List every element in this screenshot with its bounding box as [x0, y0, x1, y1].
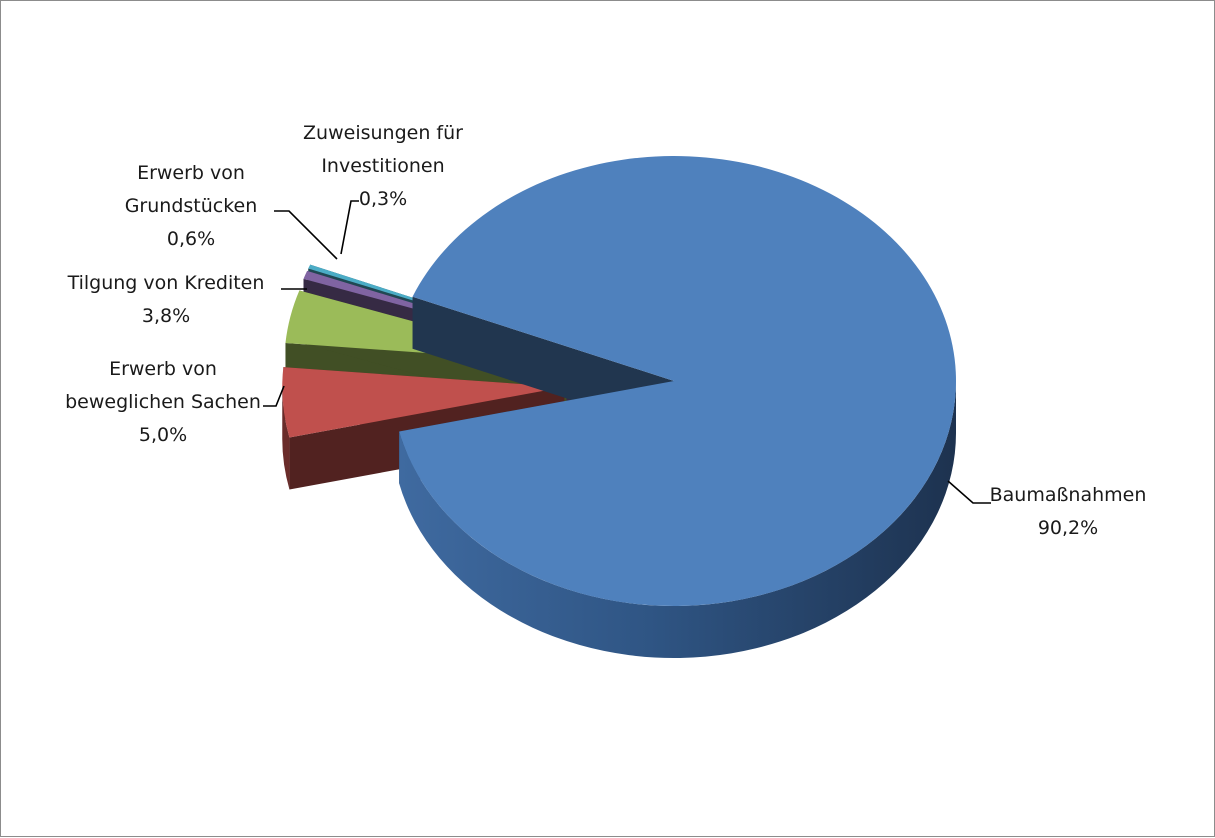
- slice-name-label-3: Grundstücken: [125, 195, 258, 217]
- slice-value-label-2: 3,8%: [142, 305, 190, 327]
- leader-line-3: [274, 210, 338, 260]
- slice-value-label-4: 0,3%: [359, 188, 407, 210]
- slice-name-label-2: Tilgung von Krediten: [67, 272, 265, 294]
- pie-slice-0: [399, 156, 956, 658]
- slice-label-0: Baumaßnahmen 90,2%: [947, 480, 1147, 539]
- slice-label-3: Erwerb von Grundstücken 0,6%: [125, 162, 338, 260]
- slice-label-1: Erwerb von beweglichen Sachen 5,0%: [65, 358, 285, 446]
- slice-label-2: Tilgung von Krediten 3,8%: [67, 272, 307, 327]
- slice-value-label-3: 0,6%: [167, 228, 215, 250]
- slice-name-label-0: Baumaßnahmen: [990, 484, 1147, 506]
- slice-value-label-0: 90,2%: [1038, 517, 1098, 539]
- leader-line-0: [947, 480, 991, 504]
- slice-value-label-1: 5,0%: [139, 424, 187, 446]
- slice-name-label-1: beweglichen Sachen: [65, 391, 261, 413]
- leader-line-4: [340, 200, 359, 255]
- slice-name-label-1: Erwerb von: [109, 358, 217, 380]
- slice-name-label-4: Zuweisungen für: [303, 122, 463, 144]
- slice-name-label-3: Erwerb von: [137, 162, 245, 184]
- leader-line-1: [263, 385, 285, 407]
- slice-name-label-4: Investitionen: [321, 155, 444, 177]
- slice-label-4: Zuweisungen für Investitionen 0,3%: [303, 122, 463, 255]
